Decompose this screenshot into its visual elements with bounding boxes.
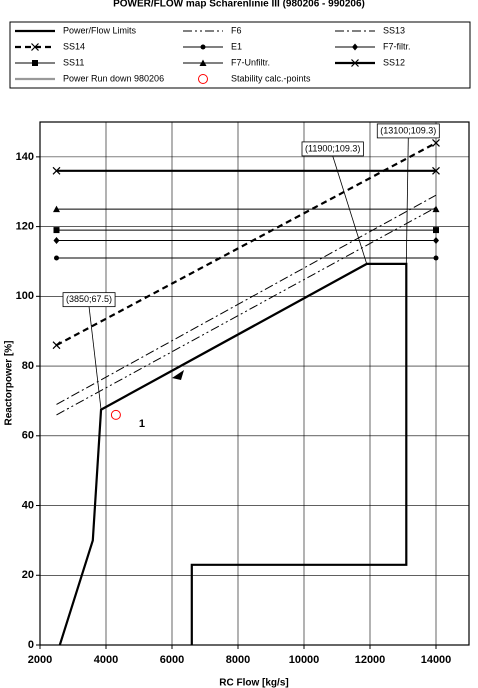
y-tick-label: 40	[22, 499, 34, 511]
marker	[433, 227, 439, 234]
series-line	[56, 206, 437, 416]
marker	[433, 255, 439, 261]
marker	[433, 237, 439, 245]
marker	[32, 60, 38, 66]
marker	[200, 44, 206, 50]
y-axis-label: Reactorpower [%]	[4, 340, 15, 425]
y-tick-label: 100	[16, 290, 34, 302]
y-tick-label: 80	[22, 360, 34, 372]
legend-label: Power/Flow Limits	[63, 25, 137, 35]
annotation-label: (11900;109.3)	[305, 143, 360, 153]
marker	[199, 59, 207, 66]
y-tick-label: 0	[28, 639, 34, 651]
legend-box	[9, 21, 471, 89]
x-tick-label: 10000	[289, 654, 320, 666]
x-tick-label: 14000	[421, 654, 452, 666]
plot-frame	[39, 121, 470, 646]
legend-label: SS13	[383, 25, 405, 35]
annotation-label: (13100;109.3)	[380, 125, 436, 135]
y-tick-label: 140	[16, 151, 34, 163]
legend-label: E1	[231, 41, 242, 51]
marker	[54, 255, 59, 261]
x-tick-label: 12000	[355, 654, 386, 666]
legend-label: F7-filtr.	[383, 41, 411, 51]
marker	[52, 341, 61, 350]
y-tick-label: 20	[22, 569, 34, 581]
annotation-box	[376, 123, 440, 139]
x-tick-label: 4000	[94, 654, 118, 666]
legend-label: Power Run down 980206	[63, 73, 164, 83]
legend-label: SS12	[383, 57, 405, 67]
y-tick-label: 120	[16, 221, 34, 233]
annotation-leader	[332, 155, 368, 265]
chart-title: POWER/FLOW map Scharenlinie III (980206 …	[113, 0, 365, 10]
marker	[351, 59, 359, 67]
x-tick-label: 8000	[226, 654, 250, 666]
marker	[110, 409, 121, 420]
annotation-box	[62, 292, 116, 308]
annotation-label: (3850;67.5)	[66, 294, 112, 304]
series-line	[58, 262, 408, 646]
annotation-leader	[405, 137, 409, 264]
marker	[53, 237, 60, 245]
marker	[52, 166, 61, 175]
marker	[352, 43, 358, 51]
legend-label: SS14	[63, 41, 85, 51]
x-tick-label: 2000	[28, 654, 52, 666]
annotation-box	[301, 141, 364, 157]
annotation-label: 1	[139, 418, 145, 430]
legend-label: F6	[231, 25, 242, 35]
x-tick-label: 6000	[160, 654, 184, 666]
annotation-leader	[88, 306, 102, 410]
series-line	[55, 141, 437, 347]
marker	[432, 205, 440, 213]
marker	[432, 166, 440, 175]
y-tick-label: 60	[22, 430, 34, 442]
direction-arrow	[172, 370, 184, 380]
legend-label: F7-Unfiltr.	[231, 57, 270, 67]
marker	[53, 205, 60, 213]
x-axis-label: RC Flow [kg/s]	[219, 678, 288, 688]
marker	[198, 74, 208, 84]
legend-label: Stability calc.-points	[231, 73, 311, 83]
marker	[31, 43, 39, 51]
marker	[432, 138, 440, 147]
marker	[53, 227, 60, 234]
legend-label: SS11	[63, 57, 84, 67]
